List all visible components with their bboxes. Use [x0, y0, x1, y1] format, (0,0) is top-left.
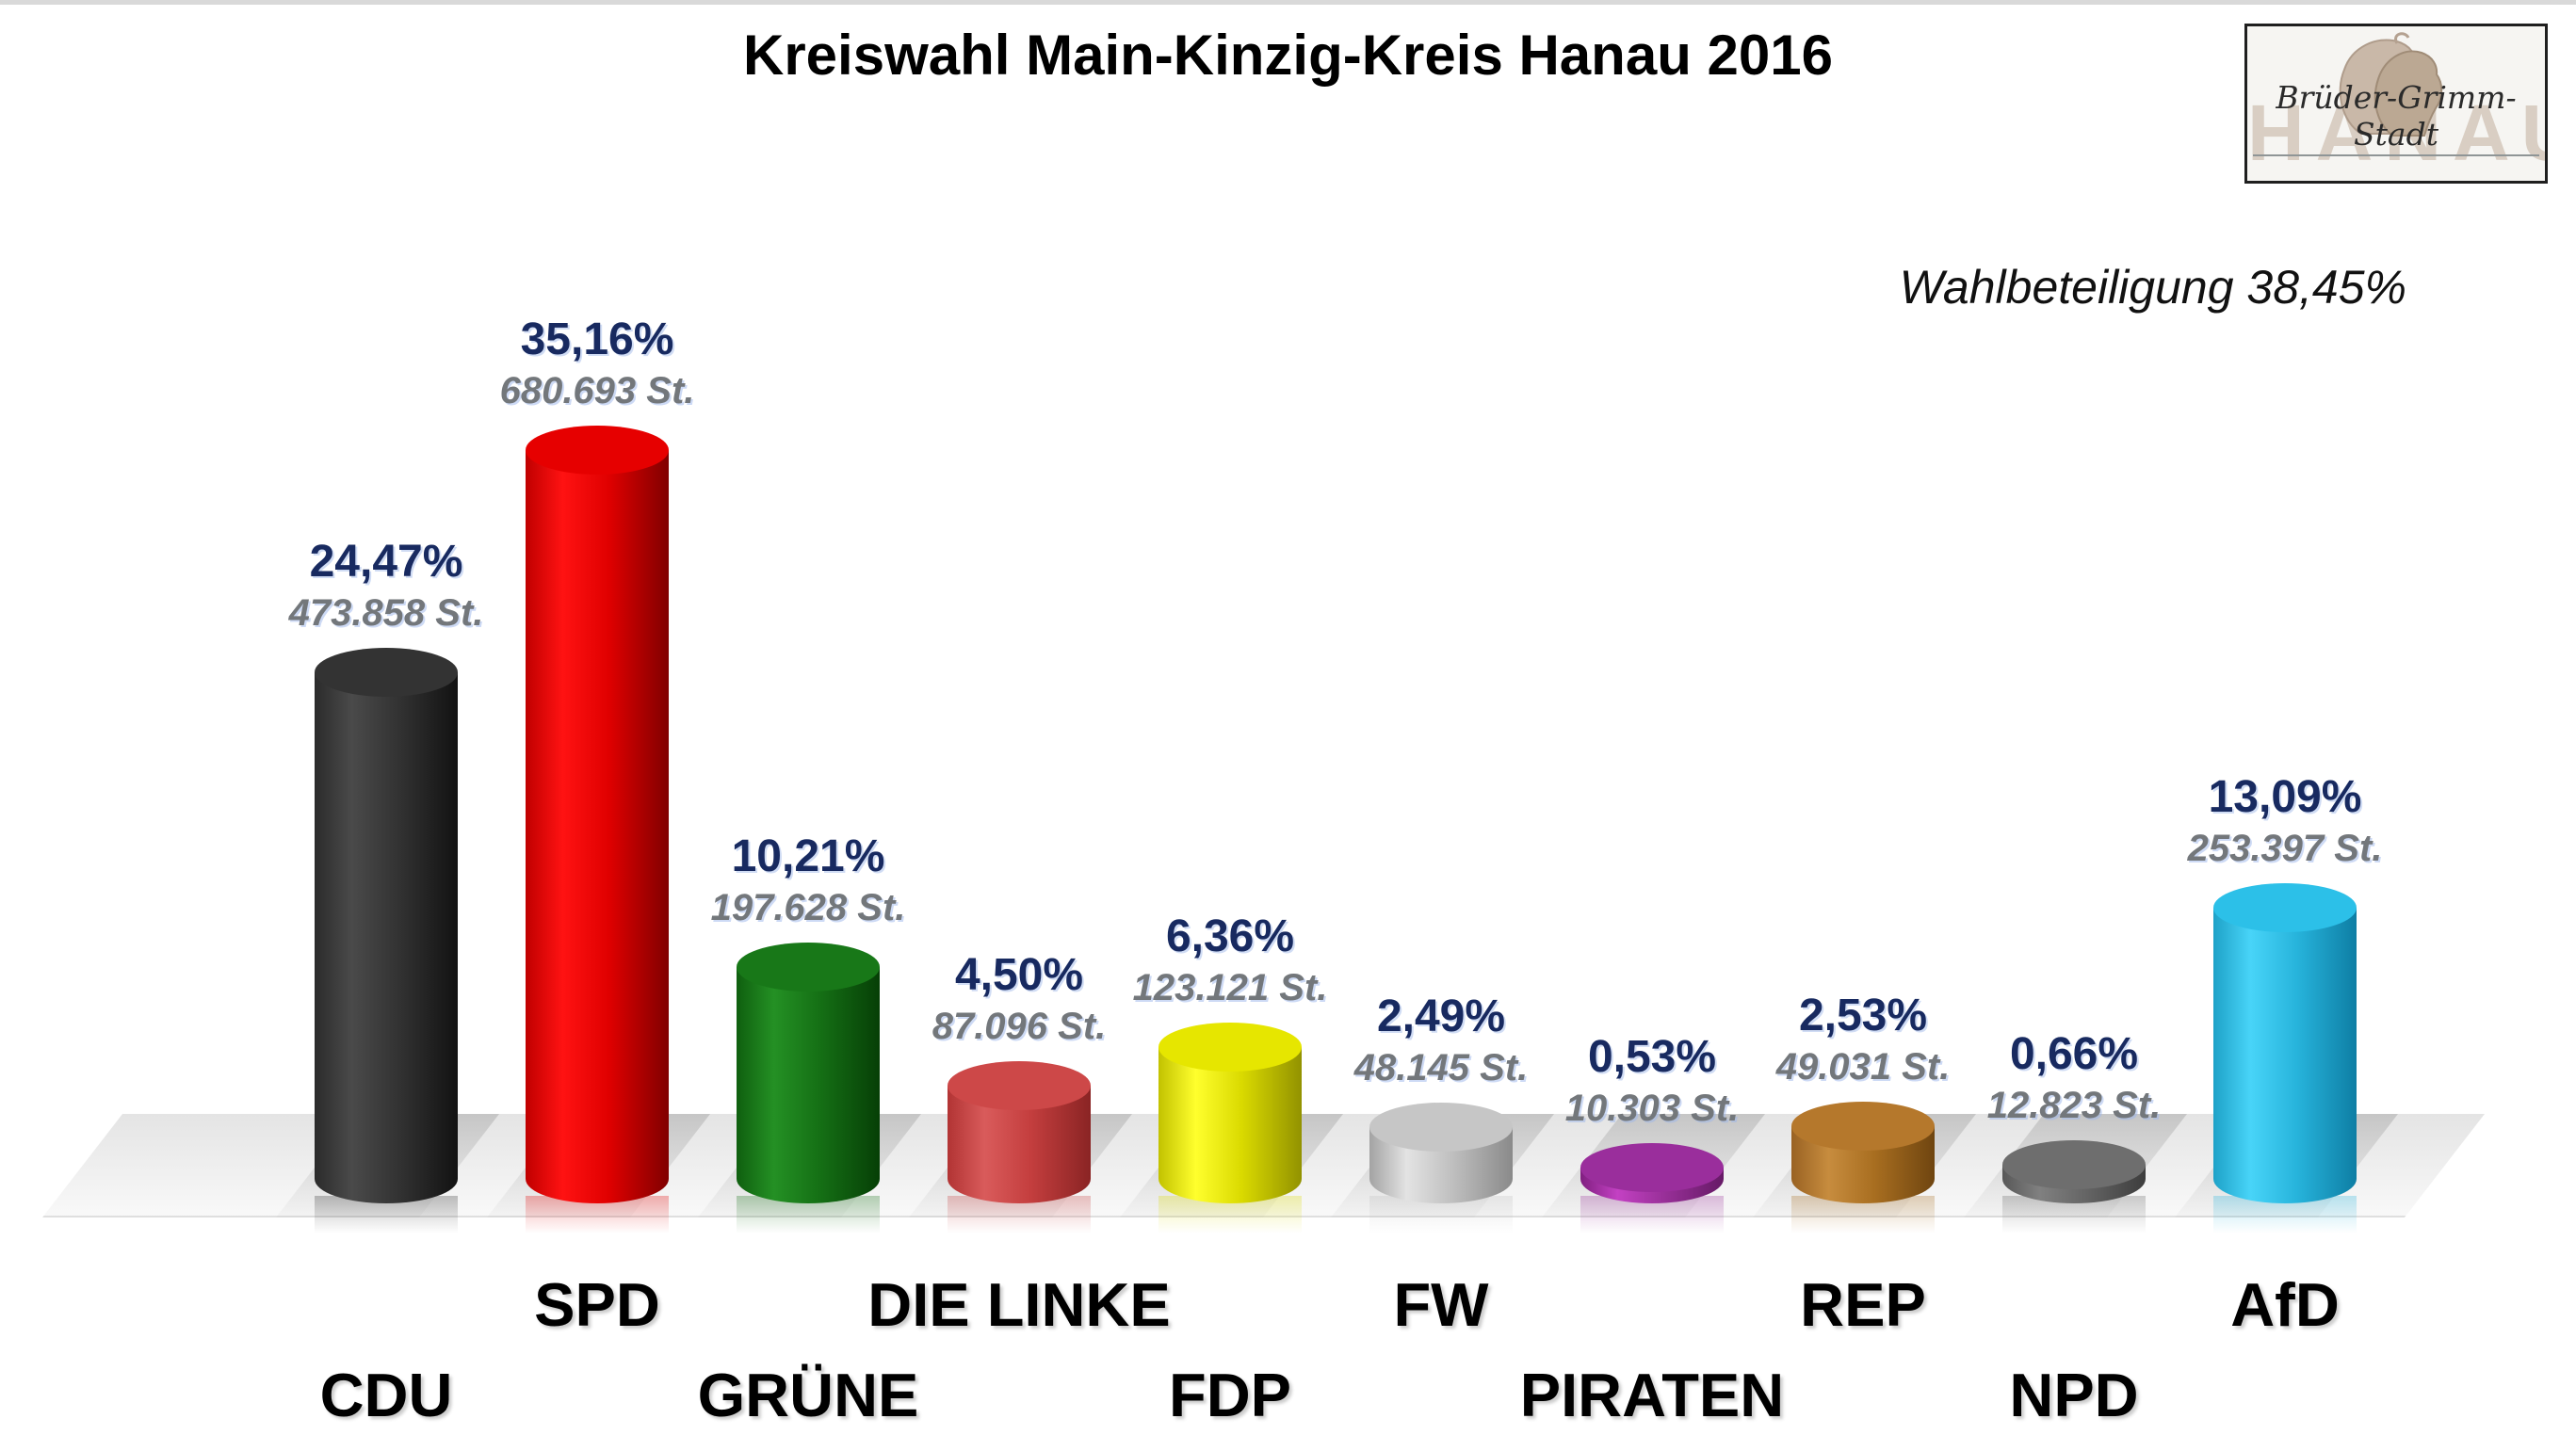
- party-label-piraten: PIRATEN: [1519, 1361, 1785, 1429]
- page-title: Kreiswahl Main-Kinzig-Kreis Hanau 2016: [743, 24, 1833, 87]
- logo-baseline: [2253, 154, 2539, 156]
- party-label-rep: REP: [1800, 1270, 1926, 1339]
- bar-cylinder-fdp: [1158, 1047, 1302, 1203]
- bar-top-piraten: [1580, 1143, 1724, 1192]
- party-label-fdp: FDP: [1169, 1361, 1291, 1429]
- votes-label-spd: 680.693 St.: [499, 370, 695, 411]
- value-labels-piraten: 0,53% 10.303 St.: [1454, 1030, 1850, 1132]
- window-top-edge: [0, 0, 2576, 5]
- bar-cylinder-afd: [2213, 908, 2357, 1203]
- votes-label-cdu: 473.858 St.: [288, 592, 484, 634]
- votes-label-piraten: 10.303 St.: [1564, 1088, 1740, 1129]
- votes-label-rep: 49.031 St.: [1775, 1046, 1951, 1088]
- value-labels-die-linke: 4,50% 87.096 St.: [821, 948, 1217, 1050]
- percent-label-afd: 13,09%: [2208, 772, 2362, 822]
- party-label-afd: AfD: [2230, 1270, 2340, 1339]
- value-labels-fdp: 6,36% 123.121 St.: [1032, 910, 1428, 1011]
- value-labels-fw: 2,49% 48.145 St.: [1243, 990, 1639, 1091]
- percent-label-piraten: 0,53%: [1587, 1032, 1717, 1082]
- value-labels-spd: 35,16% 680.693 St.: [399, 313, 795, 414]
- percent-label-fdp: 6,36%: [1165, 911, 1295, 961]
- party-label-npd: NPD: [2009, 1361, 2139, 1429]
- votes-label-afd: 253.397 St.: [2187, 828, 2383, 869]
- grimm-brothers-icon: [2307, 28, 2486, 144]
- percent-label-cdu: 24,47%: [309, 537, 463, 587]
- bar-top-cdu: [315, 648, 458, 697]
- value-labels-gruene: 10,21% 197.628 St.: [610, 830, 1006, 931]
- party-label-cdu: CDU: [319, 1361, 453, 1429]
- bar-top-npd: [2002, 1140, 2146, 1189]
- percent-label-fw: 2,49%: [1376, 992, 1506, 1041]
- bar-cylinder-spd: [526, 450, 669, 1203]
- value-labels-npd: 0,66% 12.823 St.: [1876, 1027, 2272, 1129]
- bar-top-die-linke: [948, 1061, 1091, 1110]
- value-labels-rep: 2,53% 49.031 St.: [1665, 989, 2061, 1090]
- bar-top-spd: [526, 426, 669, 475]
- value-labels-cdu: 24,47% 473.858 St.: [188, 535, 584, 637]
- bar-cylinder-cdu: [315, 672, 458, 1203]
- party-label-fw: FW: [1393, 1270, 1489, 1339]
- party-label-die-linke: DIE LINKE: [867, 1270, 1171, 1339]
- percent-label-spd: 35,16%: [520, 314, 674, 364]
- bar-top-fw: [1369, 1103, 1513, 1152]
- percent-label-gruene: 10,21%: [731, 831, 885, 881]
- bar-cylinder-gruene: [737, 967, 880, 1203]
- percent-label-npd: 0,66%: [2009, 1029, 2139, 1079]
- votes-label-gruene: 197.628 St.: [710, 887, 906, 928]
- value-labels-afd: 13,09% 253.397 St.: [2087, 770, 2483, 872]
- bar-top-fdp: [1158, 1023, 1302, 1072]
- votes-label-npd: 12.823 St.: [1986, 1085, 2162, 1126]
- party-label-gruene: GRÜNE: [697, 1361, 919, 1429]
- bar-top-rep: [1791, 1102, 1935, 1151]
- party-label-spd: SPD: [534, 1270, 660, 1339]
- bar-top-afd: [2213, 883, 2357, 932]
- bar-top-gruene: [737, 943, 880, 992]
- logo-script-text: Brüder-Grimm-Stadt: [2276, 79, 2517, 153]
- votes-label-fw: 48.145 St.: [1353, 1047, 1529, 1088]
- votes-label-fdp: 123.121 St.: [1132, 967, 1328, 1008]
- turnout-label: Wahlbeteiligung 38,45%: [1899, 261, 2406, 314]
- percent-label-die-linke: 4,50%: [954, 950, 1084, 1000]
- percent-label-rep: 2,53%: [1798, 991, 1928, 1040]
- votes-label-die-linke: 87.096 St.: [932, 1006, 1107, 1047]
- hanau-city-logo: HANAU Brüder-Grimm-Stadt: [2244, 24, 2548, 184]
